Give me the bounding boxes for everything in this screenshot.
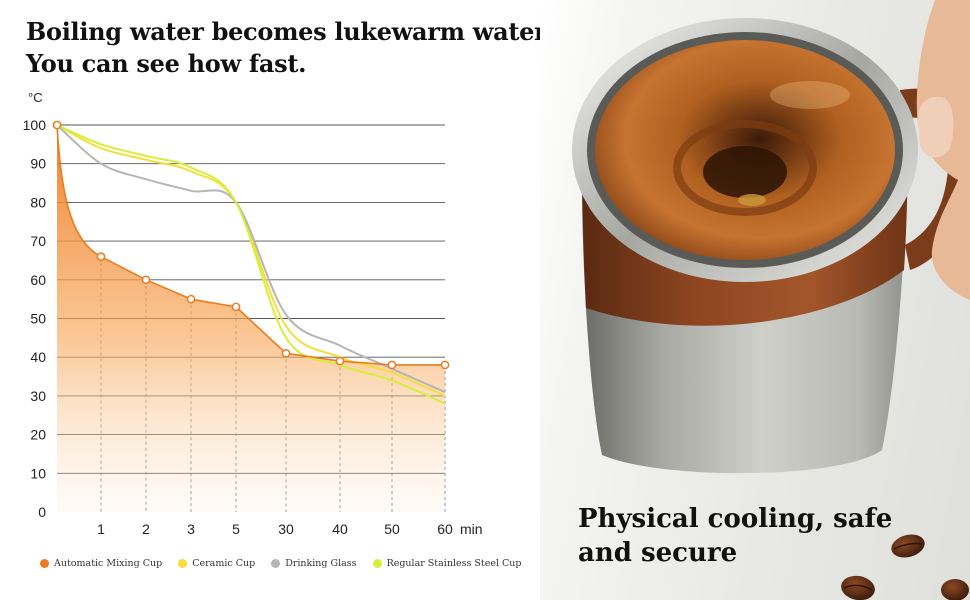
cooling-chart: 0 10 20 30 40 50 60 70 80 90 100 °C 1 2 3 5 30 40 50 60 min	[23, 90, 483, 537]
series-line-automatic	[56, 124, 445, 366]
x-tick-label: 3	[187, 521, 195, 537]
legend-item-automatic: Automatic Mixing Cup	[40, 558, 162, 569]
series-line-glass	[56, 124, 446, 393]
chart-panel: Boiling water becomes lukewarm water You…	[22, 16, 547, 569]
y-tick-label: 50	[30, 311, 46, 327]
x-tick-label: 2	[142, 521, 150, 537]
data-point	[387, 360, 397, 370]
headline-line-1: Boiling water becomes lukewarm water	[26, 17, 547, 46]
x-tick-label: 50	[384, 521, 400, 537]
tagline-line-2: and secure	[578, 538, 738, 568]
headline-line-2: You can see how fast.	[26, 49, 307, 78]
y-tick-label: 0	[38, 504, 46, 520]
series-lines	[56, 124, 446, 405]
legend-label: Regular Stainless Steel Cup	[386, 558, 522, 569]
legend-swatch	[40, 559, 49, 568]
y-axis-unit: °C	[28, 90, 43, 105]
headline: Boiling water becomes lukewarm water You…	[26, 16, 547, 80]
data-markers	[52, 120, 450, 370]
series-line-steel	[56, 124, 446, 405]
x-tick-label: 1	[97, 521, 105, 537]
data-point	[281, 348, 291, 358]
data-point	[186, 294, 196, 304]
area-fill	[57, 125, 445, 512]
y-tick-label: 80	[30, 194, 46, 210]
legend-swatch	[271, 559, 281, 568]
legend-swatch	[372, 559, 382, 568]
legend-item-ceramic: Ceramic Cup	[178, 558, 255, 569]
x-axis-unit: min	[460, 521, 483, 537]
y-tick-label: 40	[30, 349, 46, 365]
legend: Automatic Mixing Cup Ceramic Cup Drinking …	[40, 558, 521, 569]
hand	[916, 0, 970, 300]
x-tick-label: 30	[278, 521, 294, 537]
automatic-mixing-cup-area	[57, 125, 445, 512]
data-point	[141, 275, 151, 285]
x-tick-label: 60	[437, 521, 453, 537]
axis-labels: 0 10 20 30 40 50 60 70 80 90 100 °C 1 2 3 5 30 40 50 60 min	[23, 90, 483, 537]
tagline-line-1: Physical cooling, safe	[578, 504, 893, 534]
data-point	[335, 356, 345, 366]
legend-item-glass: Drinking Glass	[271, 558, 357, 569]
y-tick-label: 60	[30, 272, 46, 288]
data-point	[52, 120, 62, 130]
y-tick-label: 20	[30, 427, 46, 443]
data-point	[440, 360, 450, 370]
legend-label: Ceramic Cup	[192, 558, 256, 569]
legend-label: Drinking Glass	[285, 558, 357, 569]
y-tick-label: 90	[30, 156, 46, 172]
data-point	[96, 252, 106, 261]
y-tick-label: 70	[30, 233, 46, 249]
x-tick-label: 5	[232, 521, 240, 537]
y-tick-label: 30	[30, 388, 46, 404]
tagline: Physical cooling, safe and secure	[578, 502, 892, 570]
y-tick-label: 10	[30, 465, 46, 481]
data-point	[231, 302, 241, 312]
y-tick-label: 100	[23, 117, 47, 133]
legend-item-steel: Regular Stainless Steel Cup	[372, 558, 522, 569]
legend-label: Automatic Mixing Cup	[54, 558, 163, 569]
x-tick-label: 40	[332, 521, 348, 537]
cup-rim	[572, 18, 918, 282]
mixing-cup-photo	[572, 0, 970, 600]
coffee-beans	[841, 534, 969, 600]
product-photo-panel: Physical cooling, safe and secure	[540, 0, 970, 600]
legend-swatch	[178, 559, 188, 568]
